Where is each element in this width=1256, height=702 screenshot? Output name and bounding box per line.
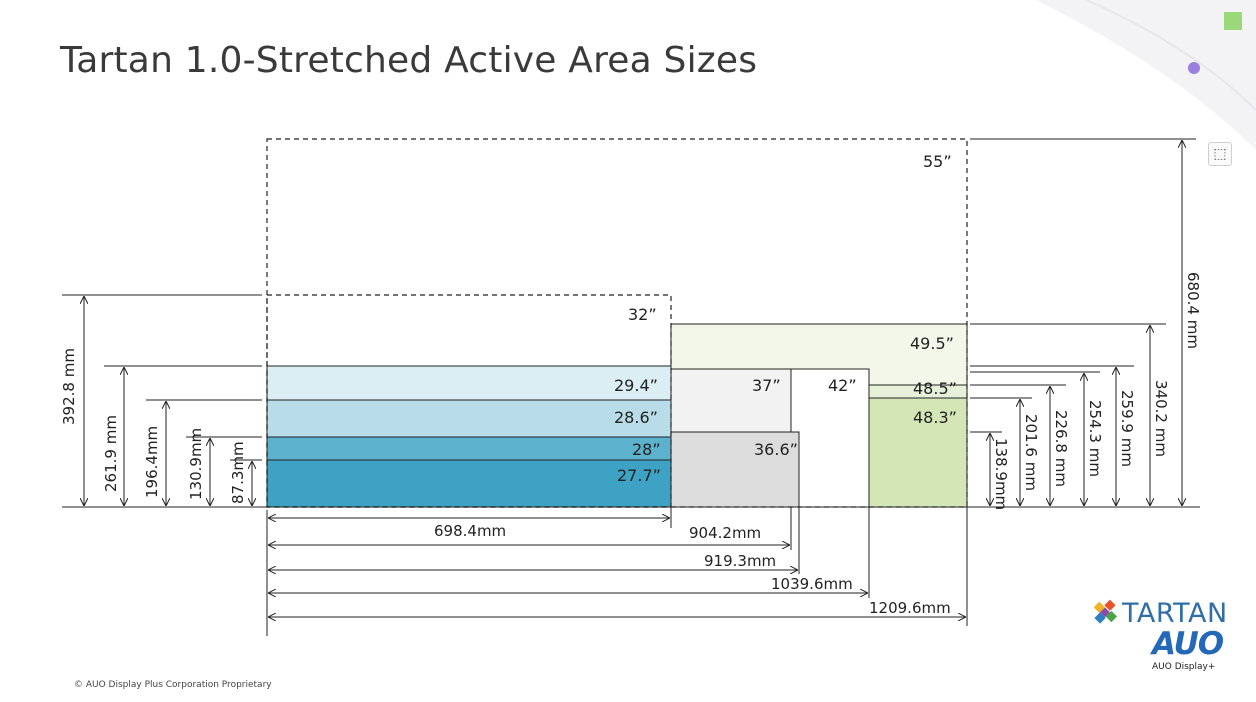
- decorative-swoosh: [1036, 0, 1256, 150]
- panel-36-6-rect: [670, 431, 800, 508]
- page-title: Tartan 1.0-Stretched Active Area Sizes: [60, 40, 758, 81]
- label-55: 55”: [923, 152, 952, 171]
- width-label-698-4: 698.4mm: [434, 522, 506, 540]
- footer-copyright: © AUO Display Plus Corporation Proprieta…: [74, 680, 272, 690]
- label-28: 28”: [632, 440, 661, 459]
- right-height-label-259-9: 259.9 mm: [1118, 390, 1136, 467]
- focus-frame-icon[interactable]: ⬚: [1208, 142, 1232, 166]
- right-height-label-226-8: 226.8 mm: [1052, 410, 1070, 487]
- logo-auo-text: AUO: [1152, 626, 1224, 662]
- company-logo: TARTAN AUO AUO Display+: [1088, 596, 1238, 676]
- label-48-5: 48.5”: [913, 379, 957, 398]
- width-label-904-2: 904.2mm: [689, 524, 761, 542]
- tartan-logo-icon: [1093, 599, 1118, 624]
- label-48-3: 48.3”: [913, 408, 957, 427]
- panel-27-7-rect: [266, 459, 672, 508]
- logo-tagline: AUO Display+: [1152, 662, 1216, 672]
- width-label-1209-6: 1209.6mm: [869, 599, 951, 617]
- right-height-label-680-4: 680.4 mm: [1184, 272, 1202, 349]
- left-height-label-392-8: 392.8 mm: [60, 348, 78, 425]
- left-height-label-130-9: 130.9mm: [187, 428, 205, 500]
- left-height-label-196-4: 196.4mm: [143, 426, 161, 498]
- label-49-5: 49.5”: [910, 334, 954, 353]
- left-height-label-261-9: 261.9 mm: [102, 415, 120, 492]
- label-29-4: 29.4”: [614, 376, 658, 395]
- logo-tartan-text: TARTAN: [1122, 598, 1228, 629]
- right-height-label-254-3: 254.3 mm: [1086, 400, 1104, 477]
- label-37: 37”: [752, 376, 781, 395]
- label-28-6: 28.6”: [614, 408, 658, 427]
- label-32: 32”: [628, 305, 657, 324]
- label-27-7: 27.7”: [617, 466, 661, 485]
- label-36-6: 36.6”: [754, 440, 798, 459]
- panel-32-outline: [266, 294, 672, 508]
- label-42: 42”: [828, 376, 857, 395]
- left-height-label-87-3: 87.3mm: [229, 441, 247, 504]
- decorative-square: [1224, 12, 1242, 30]
- right-height-label-340-2: 340.2 mm: [1152, 380, 1170, 457]
- panel-48-3-rect: [868, 397, 968, 508]
- right-height-label-138-9: 138.9mm: [992, 438, 1010, 510]
- width-label-1039-6: 1039.6mm: [771, 575, 853, 593]
- width-label-919-3: 919.3mm: [704, 552, 776, 570]
- right-height-label-201-6: 201.6 mm: [1022, 414, 1040, 491]
- decorative-dot: [1188, 62, 1200, 74]
